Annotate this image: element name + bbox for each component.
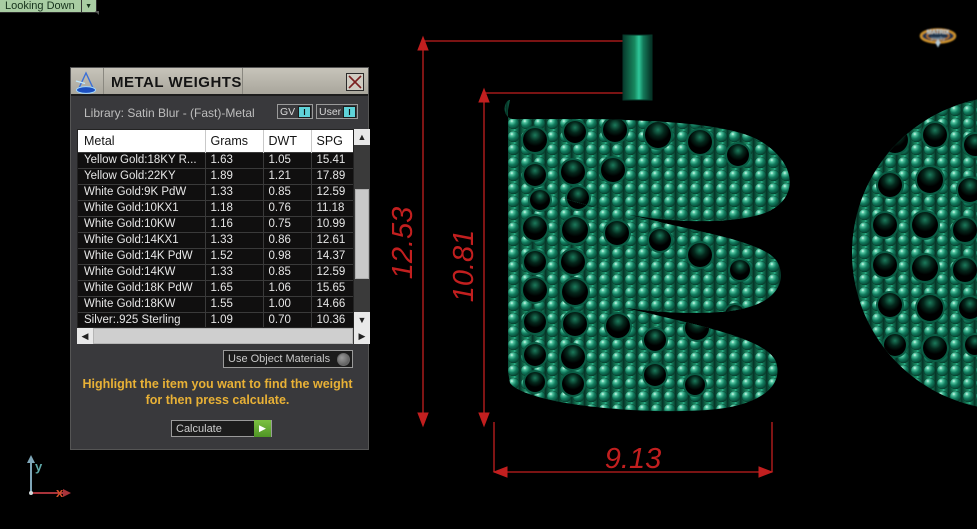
svg-text:10.81: 10.81 (448, 230, 480, 303)
svg-text:x: x (56, 485, 64, 500)
svg-text:12.53: 12.53 (387, 207, 419, 280)
svg-text:9.13: 9.13 (605, 443, 661, 475)
svg-text:y: y (35, 459, 43, 474)
